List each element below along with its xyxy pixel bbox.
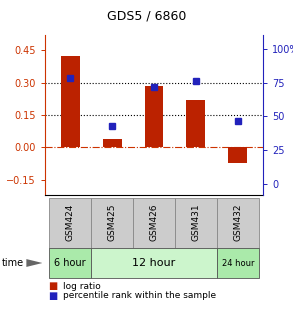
Bar	[144, 86, 163, 147]
Bar	[229, 147, 247, 163]
Text: GSM431: GSM431	[191, 203, 200, 241]
Text: GSM426: GSM426	[149, 203, 159, 241]
Bar	[103, 139, 122, 147]
Text: GSM425: GSM425	[108, 203, 117, 241]
Text: 12 hour: 12 hour	[132, 258, 176, 268]
Bar	[49, 248, 91, 278]
Text: GSM424: GSM424	[66, 203, 75, 241]
Text: 6 hour: 6 hour	[54, 258, 86, 268]
Bar	[217, 198, 259, 248]
Polygon shape	[26, 259, 42, 267]
Bar	[61, 56, 80, 147]
Bar	[91, 248, 217, 278]
Text: GDS5 / 6860: GDS5 / 6860	[107, 10, 186, 23]
Bar	[186, 100, 205, 147]
Text: log ratio: log ratio	[63, 282, 100, 291]
Text: time: time	[1, 258, 24, 268]
Text: GSM432: GSM432	[233, 203, 242, 241]
Text: ■: ■	[48, 281, 57, 291]
Text: percentile rank within the sample: percentile rank within the sample	[63, 291, 216, 301]
Bar	[133, 198, 175, 248]
Bar	[217, 248, 259, 278]
Text: 24 hour: 24 hour	[222, 259, 254, 267]
Bar	[175, 198, 217, 248]
Text: ■: ■	[48, 291, 57, 301]
Bar	[91, 198, 133, 248]
Bar	[49, 198, 91, 248]
